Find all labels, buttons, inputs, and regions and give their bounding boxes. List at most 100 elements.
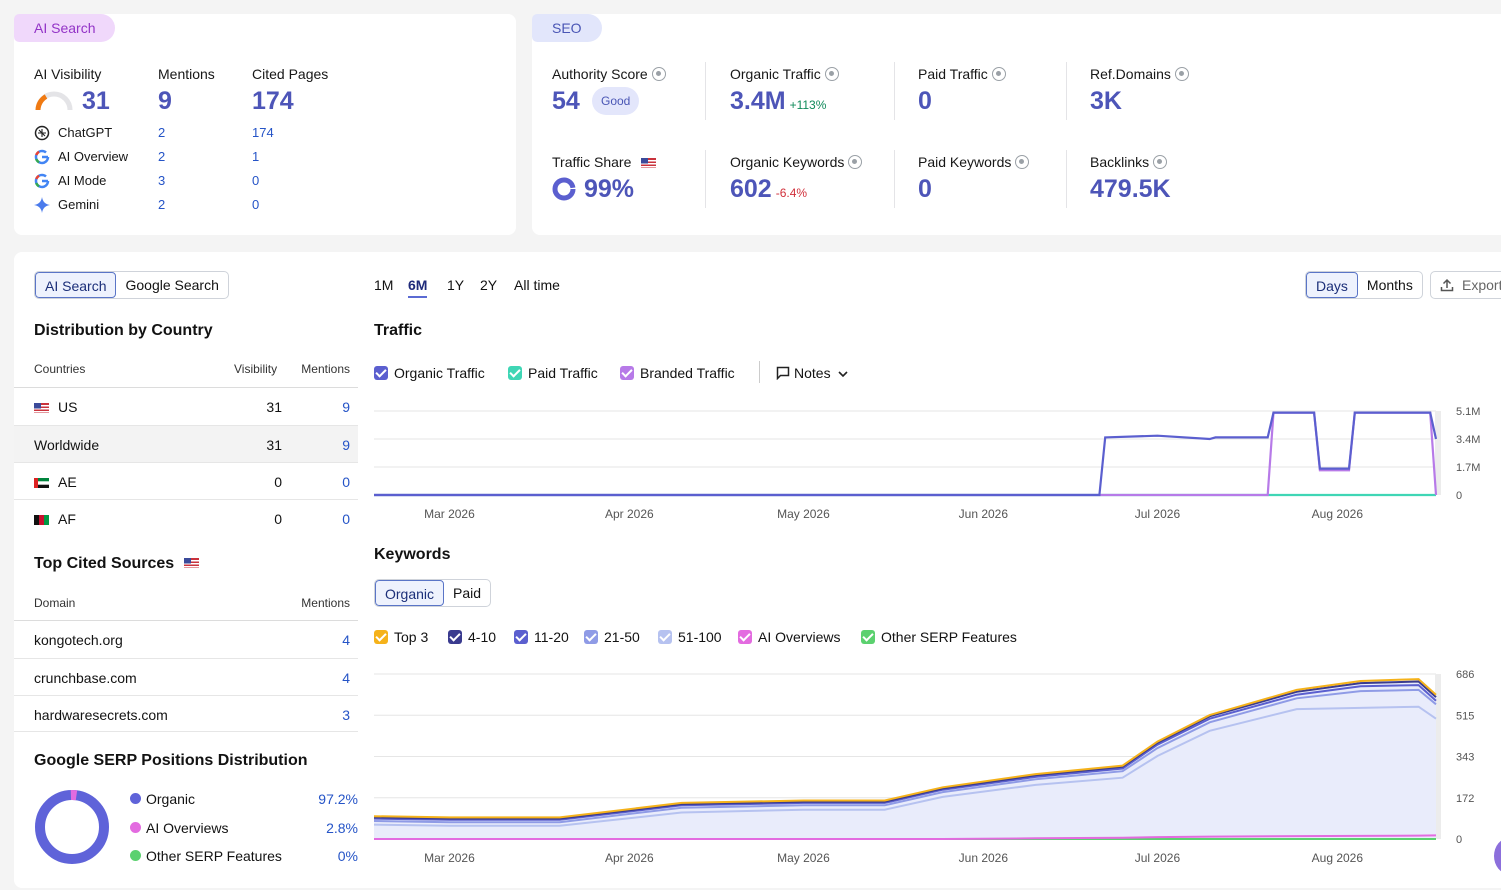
legend-other-serp[interactable]: Other SERP Features [861, 629, 1017, 645]
chat-bubble-button[interactable] [1494, 838, 1501, 874]
seo-tag[interactable]: SEO [532, 14, 602, 42]
country-row[interactable]: AF 0 0 [14, 499, 358, 536]
info-icon[interactable] [1174, 67, 1189, 81]
info-icon[interactable] [1153, 155, 1168, 169]
ref-domains-value[interactable]: 3K [1090, 87, 1122, 115]
seo-card: SEO Authority Score 54 Good Organic Traf… [532, 14, 1501, 235]
engine-name: AI Overview [58, 149, 129, 164]
ai-visibility-value[interactable]: 31 [82, 87, 110, 115]
engine-row: Gemini 2 0 [34, 197, 314, 215]
chatgpt-icon [34, 125, 50, 141]
y-tick-label: 3.4M [1456, 434, 1480, 446]
paid-traffic-value[interactable]: 0 [918, 87, 932, 115]
info-icon[interactable] [1015, 155, 1030, 169]
paid-traffic-label: Paid Traffic [918, 66, 1006, 82]
period-all-time[interactable]: All time [514, 277, 560, 293]
backlinks-value[interactable]: 479.5K [1090, 175, 1171, 203]
mentions-value[interactable]: 9 [158, 87, 172, 115]
x-tick-label: Mar 2026 [424, 851, 475, 865]
legend-4-10[interactable]: 4-10 [448, 629, 496, 645]
cited-pages-label: Cited Pages [252, 66, 329, 82]
info-icon[interactable] [651, 67, 666, 81]
series-line [374, 411, 1438, 497]
series-line [374, 834, 1437, 840]
us-flag-icon [641, 158, 657, 168]
legend-organic-traffic[interactable]: Organic Traffic [374, 365, 485, 381]
engine-row: AI Mode 3 0 [34, 173, 314, 191]
notes-dropdown[interactable]: Notes [776, 365, 849, 381]
info-icon[interactable] [824, 67, 839, 81]
x-tick-label: Aug 2026 [1312, 851, 1364, 865]
days-button[interactable]: Days [1306, 272, 1358, 298]
legend-paid-traffic[interactable]: Paid Traffic [508, 365, 598, 381]
keywords-type-tabs: Organic Paid [374, 579, 492, 607]
info-icon[interactable] [991, 67, 1006, 81]
source-row[interactable]: crunchbase.com 4 [14, 658, 358, 695]
country-row[interactable]: AE 0 0 [14, 462, 358, 499]
organic-traffic-value[interactable]: 3.4M +113% [730, 87, 827, 115]
engine-mentions[interactable]: 2 [158, 125, 166, 140]
serp-legend-item: Organic 97.2% [130, 791, 358, 807]
google-icon [34, 173, 50, 189]
legend-branded-traffic[interactable]: Branded Traffic [620, 365, 735, 381]
distribution-title: Distribution by Country [34, 322, 213, 339]
traffic-share-value[interactable]: 99% [584, 175, 635, 203]
legend-11-20[interactable]: 11-20 [514, 629, 569, 645]
source-row[interactable]: hardwaresecrets.com 3 [14, 695, 358, 732]
ae-flag-icon [34, 478, 49, 488]
authority-badge: Good [592, 87, 640, 115]
ai-search-tag[interactable]: AI Search [14, 14, 116, 42]
engine-row: ChatGPT 2 174 [34, 125, 314, 143]
y-tick-label: 5.1M [1456, 406, 1480, 418]
x-tick-label: Mar 2026 [424, 507, 475, 521]
tab-organic[interactable]: Organic [375, 580, 445, 606]
series-line [374, 688, 1437, 824]
series-line [374, 411, 1438, 497]
serp-legend-item: Other SERP Features 0% [130, 848, 358, 864]
tab-ai-search[interactable]: AI Search [35, 272, 117, 298]
series-line [374, 680, 1437, 820]
organic-traffic-label: Organic Traffic [730, 66, 839, 82]
top-sources-title: Top Cited Sources [34, 555, 199, 573]
export-button[interactable]: Export [1430, 271, 1501, 299]
engine-mentions[interactable]: 2 [158, 197, 166, 212]
tab-google-search[interactable]: Google Search [125, 277, 219, 293]
granularity-toggle: Days Months [1305, 271, 1423, 299]
engine-cited[interactable]: 0 [252, 197, 260, 212]
engine-name: Gemini [58, 197, 100, 212]
mentions-label: Mentions [158, 66, 215, 82]
period-2y[interactable]: 2Y [480, 277, 498, 293]
y-tick-label: 172 [1456, 793, 1474, 805]
engine-cited[interactable]: 174 [252, 125, 274, 140]
period-6m[interactable]: 6M [408, 277, 428, 298]
engine-cited[interactable]: 1 [252, 149, 260, 164]
paid-keywords-value[interactable]: 0 [918, 175, 932, 203]
cited-pages-value[interactable]: 174 [252, 87, 294, 115]
legend-top-3[interactable]: Top 3 [374, 629, 428, 645]
legend-51-100[interactable]: 51-100 [658, 629, 722, 645]
traffic-title: Traffic [374, 322, 423, 339]
source-row[interactable]: kongotech.org 4 [34, 632, 350, 648]
period-1y[interactable]: 1Y [447, 277, 465, 293]
engine-row: AI Overview 2 1 [34, 149, 314, 167]
tab-paid[interactable]: Paid [453, 585, 482, 601]
organic-keywords-delta: -6.4% [775, 186, 808, 200]
months-button[interactable]: Months [1366, 277, 1413, 293]
country-row[interactable]: US 31 9 [14, 388, 358, 425]
organic-traffic-delta: +113% [789, 98, 827, 112]
country-row[interactable]: Worldwide 31 9 [14, 425, 358, 462]
y-tick-label: 343 [1456, 752, 1474, 764]
country-table-header: Countries Visibility Mentions [14, 362, 358, 388]
legend-ai-overviews[interactable]: AI Overviews [738, 629, 840, 645]
ref-domains-label: Ref.Domains [1090, 66, 1189, 82]
engine-mentions[interactable]: 3 [158, 173, 166, 188]
traffic-share-donut-icon [552, 177, 576, 201]
engine-cited[interactable]: 0 [252, 173, 260, 188]
period-1m[interactable]: 1M [374, 277, 394, 293]
info-icon[interactable] [848, 155, 863, 169]
traffic-share-label: Traffic Share [552, 154, 657, 170]
organic-keywords-value[interactable]: 602 -6.4% [730, 175, 808, 203]
authority-score-value[interactable]: 54 [552, 87, 580, 115]
engine-mentions[interactable]: 2 [158, 149, 166, 164]
legend-21-50[interactable]: 21-50 [584, 629, 640, 645]
